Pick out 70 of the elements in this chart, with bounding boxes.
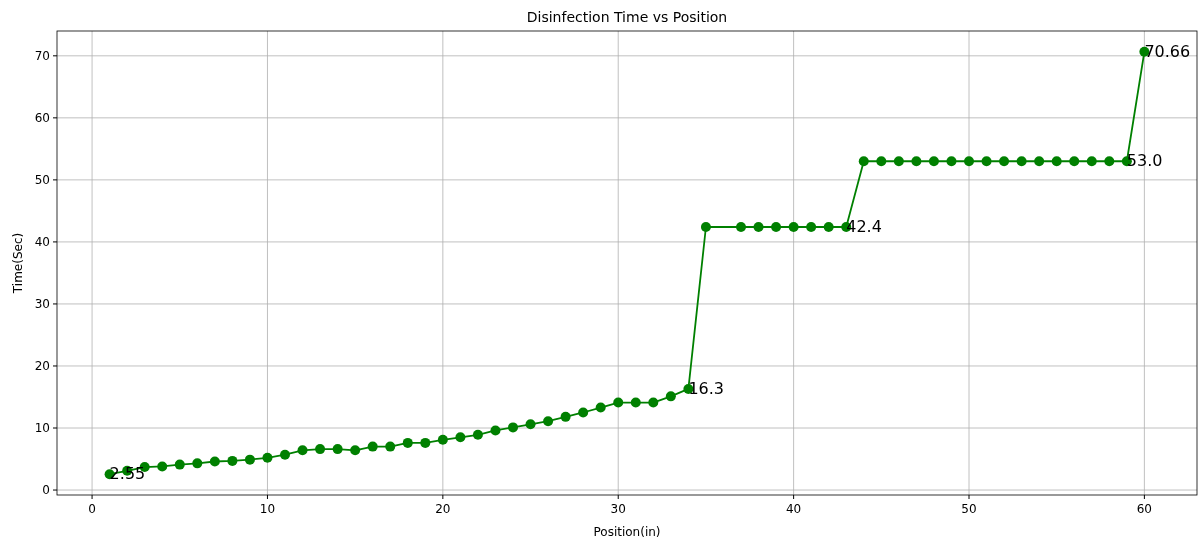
x-tick-label: 40	[785, 502, 802, 516]
y-tick-label: 60	[34, 110, 50, 125]
point	[209, 456, 220, 467]
point	[367, 441, 378, 452]
point	[490, 425, 501, 436]
x-axis-title: Position(in)	[593, 525, 661, 539]
point	[455, 432, 466, 443]
point	[788, 222, 799, 233]
point	[613, 397, 624, 408]
point	[280, 449, 290, 460]
chart-title: Disinfection Time vs Position	[526, 9, 728, 25]
point	[472, 429, 483, 440]
point	[1104, 156, 1115, 167]
point	[1069, 156, 1080, 167]
point	[437, 434, 448, 445]
x-tick-label: 50	[961, 502, 977, 516]
point	[1016, 156, 1027, 167]
point	[227, 455, 238, 466]
point	[823, 222, 834, 233]
x-tick-label: 30	[610, 502, 626, 516]
y-tick-label: 20	[34, 358, 50, 373]
point	[262, 452, 273, 463]
x-tick-label: 60	[1136, 502, 1153, 516]
x-tick-label: 0	[88, 502, 96, 516]
y-tick-label: 70	[34, 48, 50, 63]
point	[700, 222, 711, 233]
point	[753, 222, 764, 233]
point	[578, 407, 589, 418]
point	[595, 402, 606, 413]
y-tick-label: 40	[34, 234, 50, 249]
point	[244, 454, 255, 465]
point	[999, 156, 1010, 167]
point	[525, 419, 536, 430]
point	[648, 397, 659, 408]
point	[858, 156, 869, 167]
y-tick-label: 10	[34, 421, 50, 436]
point	[332, 444, 343, 455]
y-tick-label: 30	[34, 296, 50, 311]
point	[508, 422, 518, 433]
point	[385, 441, 396, 452]
point	[350, 445, 361, 456]
point	[736, 222, 746, 233]
point	[543, 416, 554, 427]
point	[771, 222, 782, 233]
point	[806, 222, 817, 233]
point	[946, 156, 957, 167]
point	[964, 156, 974, 167]
point	[893, 156, 904, 167]
y-tick-label: 50	[34, 172, 50, 187]
point	[1086, 156, 1097, 167]
x-tick-label: 20	[435, 502, 451, 516]
point	[1034, 156, 1045, 167]
point	[928, 156, 939, 167]
point	[174, 459, 185, 470]
point	[876, 156, 887, 167]
point	[315, 444, 326, 455]
point	[402, 437, 413, 448]
point	[981, 156, 992, 167]
point	[157, 461, 168, 472]
y-tick-label: 0	[42, 483, 50, 498]
point	[665, 391, 676, 402]
point	[297, 445, 308, 456]
point	[630, 397, 641, 408]
y-axis-title: Time(Sec)	[11, 232, 25, 295]
x-tick-label: 10	[259, 502, 276, 516]
point	[192, 458, 203, 469]
point	[1051, 156, 1062, 167]
point	[560, 411, 571, 422]
point	[911, 156, 922, 167]
point	[420, 437, 431, 448]
